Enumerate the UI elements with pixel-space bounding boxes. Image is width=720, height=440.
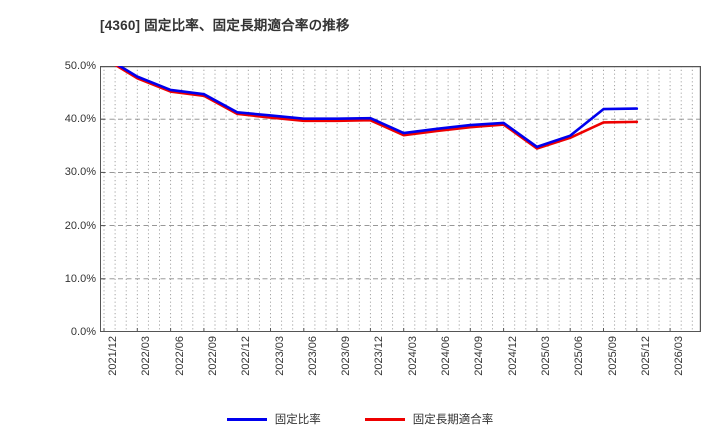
x-axis-tick-label: 2022/03 [140,336,153,376]
plot-area [100,66,701,332]
x-axis-tick-label: 2025/06 [573,336,586,376]
x-axis-tick-label: 2022/06 [173,336,186,376]
legend-item[interactable]: 固定比率 [226,411,321,427]
x-axis-tick-label: 2024/03 [406,336,419,376]
series-line [114,66,639,150]
x-axis-tick-label: 2023/06 [306,336,319,376]
legend-label: 固定長期適合率 [412,414,494,426]
x-axis-tick-label: 2025/12 [639,336,652,376]
legend-color-swatch [226,417,267,421]
x-axis-tick-label: 2023/12 [373,336,386,376]
legend-label: 固定比率 [274,414,321,426]
chart-title: [4360] 固定比率、固定長期適合率の推移 [100,18,350,33]
x-axis-tick-label: 2025/03 [539,336,552,376]
y-axis-tick-label: 30.0% [64,166,96,179]
x-axis-tick-label: 2026/03 [673,336,686,376]
x-axis-tick-label: 2022/09 [206,336,219,376]
y-axis-tick-label: 50.0% [64,60,96,72]
legend-item[interactable]: 固定長期適合率 [364,411,494,427]
y-axis-labels: 0.0% 10.0% 20.0% 30.0% 40.0% 50.0% [0,60,96,338]
chart-svg [101,66,701,332]
y-axis-tick-label: 10.0% [64,272,96,285]
x-axis-tick-label: 2024/06 [440,336,452,376]
series-line [117,66,639,149]
x-axis-labels: 2021/12 2022/03 2022/06 2022/09 2022/12 2023/… [100,336,700,406]
x-axis-tick-label: 2025/09 [606,336,619,376]
y-axis-tick-label: 40.0% [64,113,96,126]
x-axis-tick-label: 2023/09 [340,336,353,376]
chart-legend: 固定比率 固定長期適合率 [0,406,720,432]
x-axis-tick-label: 2024/12 [506,336,519,376]
legend-color-swatch [364,417,405,421]
x-axis-tick-label: 2022/12 [240,336,253,376]
x-axis-tick-label: 2021/12 [107,336,119,376]
x-axis-tick-label: 2023/03 [273,336,286,376]
y-axis-tick-label: 0.0% [70,326,96,338]
x-axis-tick-label: 2024/09 [473,336,486,376]
y-axis-tick-label: 20.0% [64,219,96,232]
